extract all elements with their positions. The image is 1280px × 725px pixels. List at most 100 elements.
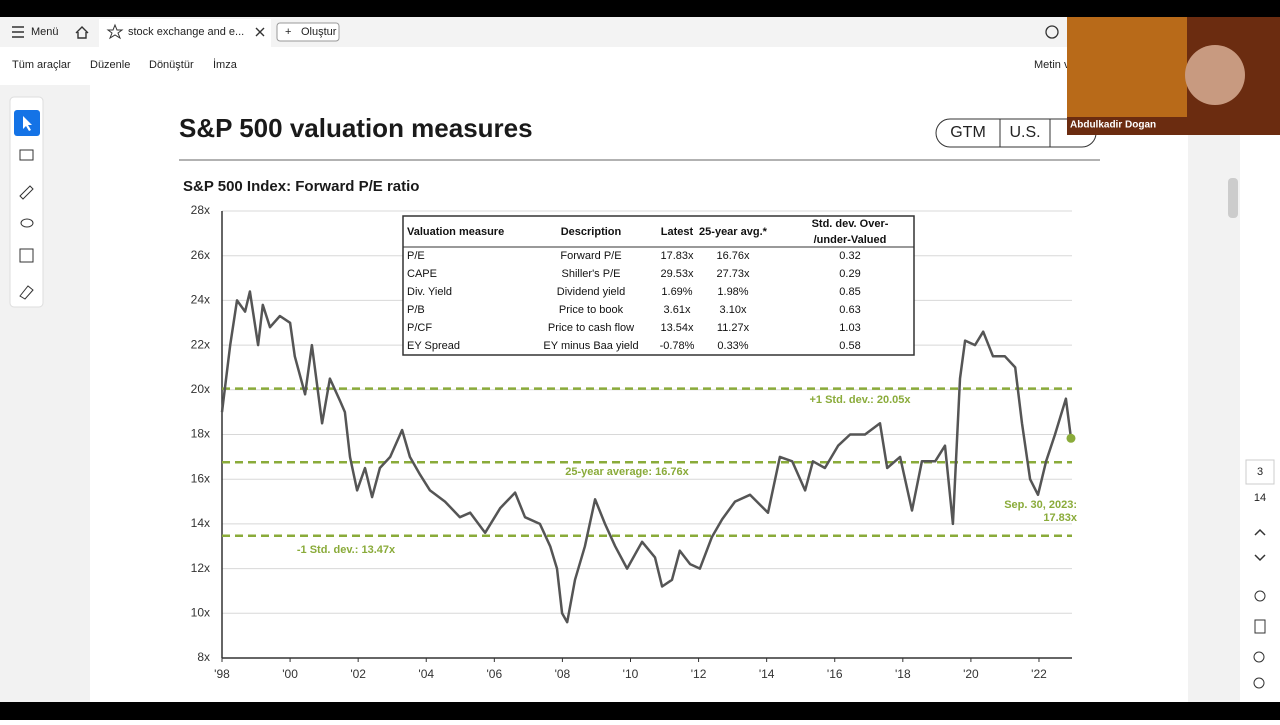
- table-header: Description: [561, 226, 622, 238]
- x-tick-label: '20: [963, 667, 979, 681]
- page-total: 14: [1254, 492, 1266, 504]
- table-cell: Dividend yield: [557, 286, 625, 298]
- webcam-name: Abdulkadir Dogan: [1070, 120, 1156, 131]
- tag-gtm: GTM: [950, 124, 986, 141]
- table-cell: 1.69%: [661, 286, 692, 298]
- toolbar: [0, 47, 1280, 85]
- tag-us: U.S.: [1009, 124, 1040, 141]
- right-rail: [1240, 85, 1280, 702]
- table-cell: EY Spread: [407, 340, 460, 352]
- cursor-icon: [23, 116, 32, 131]
- home-icon[interactable]: [75, 26, 89, 39]
- tool-edit[interactable]: Düzenle: [90, 59, 130, 71]
- table-cell: P/E: [407, 250, 425, 262]
- y-tick-label: 12x: [191, 561, 210, 575]
- x-tick-label: '16: [827, 667, 843, 681]
- comment-tool[interactable]: [19, 149, 34, 161]
- y-tick-label: 14x: [191, 516, 210, 530]
- x-tick-label: '10: [623, 667, 639, 681]
- x-tick-label: '18: [895, 667, 911, 681]
- table-cell: 13.54x: [660, 322, 694, 334]
- table-cell: 16.76x: [716, 250, 750, 262]
- table-header: 25-year avg.*: [699, 226, 768, 238]
- y-tick-label: 8x: [197, 650, 210, 664]
- table-cell: 0.63: [839, 304, 860, 316]
- x-tick-label: '14: [759, 667, 775, 681]
- y-tick-label: 26x: [191, 248, 210, 262]
- tool-all[interactable]: Tüm araçlar: [12, 59, 71, 71]
- chart-title: S&P 500 Index: Forward P/E ratio: [183, 178, 419, 195]
- table-cell: 17.83x: [660, 250, 694, 262]
- table-cell: 11.27x: [717, 322, 750, 334]
- y-tick-label: 18x: [191, 427, 210, 441]
- doc-icon[interactable]: [1254, 619, 1266, 634]
- x-tick-label: '02: [350, 667, 366, 681]
- draw-tool[interactable]: [19, 185, 34, 200]
- scrollbar[interactable]: [1228, 178, 1238, 218]
- side-toolbar: [9, 96, 44, 308]
- zoom-in[interactable]: [1253, 651, 1265, 663]
- table-cell: 29.53x: [660, 268, 694, 280]
- page-gutter: [1188, 85, 1240, 702]
- table-cell: 0.58: [839, 340, 860, 352]
- y-tick-label: 28x: [191, 203, 210, 217]
- letterbox-top: [0, 0, 1280, 17]
- shape-tool[interactable]: [20, 218, 34, 228]
- y-tick-label: 22x: [191, 337, 210, 351]
- table-cell: 0.33%: [717, 340, 748, 352]
- tab-close[interactable]: [255, 27, 265, 37]
- x-tick-label: '00: [282, 667, 298, 681]
- y-tick-label: 16x: [191, 471, 210, 485]
- table-cell: Price to book: [559, 304, 624, 316]
- text-tool[interactable]: [19, 248, 34, 263]
- sign-tool[interactable]: [19, 285, 34, 300]
- table-box: [402, 215, 915, 356]
- tab-title: stock exchange and e...: [128, 26, 244, 38]
- table-cell: Shiller's P/E: [562, 268, 621, 280]
- webcam-sky: [1067, 17, 1187, 117]
- table-cell: 1.03: [839, 322, 860, 334]
- table-cell: 0.29: [839, 268, 860, 280]
- table-cell: 0.85: [839, 286, 860, 298]
- create-label: Oluştur: [301, 26, 337, 38]
- webcam-face: [1185, 45, 1245, 105]
- create-button[interactable]: [276, 22, 340, 42]
- table-cell: CAPE: [407, 268, 437, 280]
- table-cell: -0.78%: [660, 340, 695, 352]
- table-cell: 3.10x: [720, 304, 747, 316]
- x-tick-label: '98: [214, 667, 230, 681]
- pe-line: [220, 290, 1073, 624]
- menu-icon: [12, 26, 24, 38]
- menu-label: Menü: [31, 26, 59, 38]
- y-tick-label: 24x: [191, 293, 210, 307]
- page-arrows[interactable]: [1254, 528, 1266, 562]
- reference-label: -1 Std. dev.: 13.47x: [297, 544, 396, 556]
- table-cell: P/CF: [407, 322, 432, 334]
- x-tick-label: '06: [487, 667, 503, 681]
- letterbox-bottom: [0, 702, 1280, 720]
- create-plus: +: [285, 26, 291, 38]
- page-box[interactable]: [1245, 459, 1275, 485]
- table-cell: P/B: [407, 304, 425, 316]
- table-cell: Forward P/E: [560, 250, 621, 262]
- y-tick-label: 10x: [191, 605, 210, 619]
- pdf-page: [90, 85, 1188, 702]
- tool-text[interactable]: Metin v: [1034, 59, 1070, 71]
- end-annotation: Sep. 30, 2023:: [1004, 499, 1077, 511]
- zoom-out[interactable]: [1253, 677, 1265, 689]
- x-tick-label: '12: [691, 667, 707, 681]
- rotate-icon[interactable]: [1254, 590, 1266, 602]
- help-icon[interactable]: [1045, 25, 1059, 39]
- tool-convert[interactable]: Dönüştür: [149, 59, 194, 71]
- y-tick-label: 20x: [191, 382, 210, 396]
- star-icon: [106, 23, 124, 40]
- table-cell: 1.98%: [717, 286, 748, 298]
- menu-button[interactable]: Menü: [12, 26, 59, 38]
- active-tab[interactable]: [99, 19, 271, 47]
- x-tick-label: '22: [1031, 667, 1047, 681]
- chart: 8x 10x 12x 14x 16x 18x 20x 22x 24x 26x 28x '98 '00 '0…: [191, 203, 1078, 681]
- table-cell: Div. Yield: [407, 286, 452, 298]
- tool-sign[interactable]: İmza: [213, 58, 238, 71]
- table-header: Std. dev. Over-: [812, 218, 889, 230]
